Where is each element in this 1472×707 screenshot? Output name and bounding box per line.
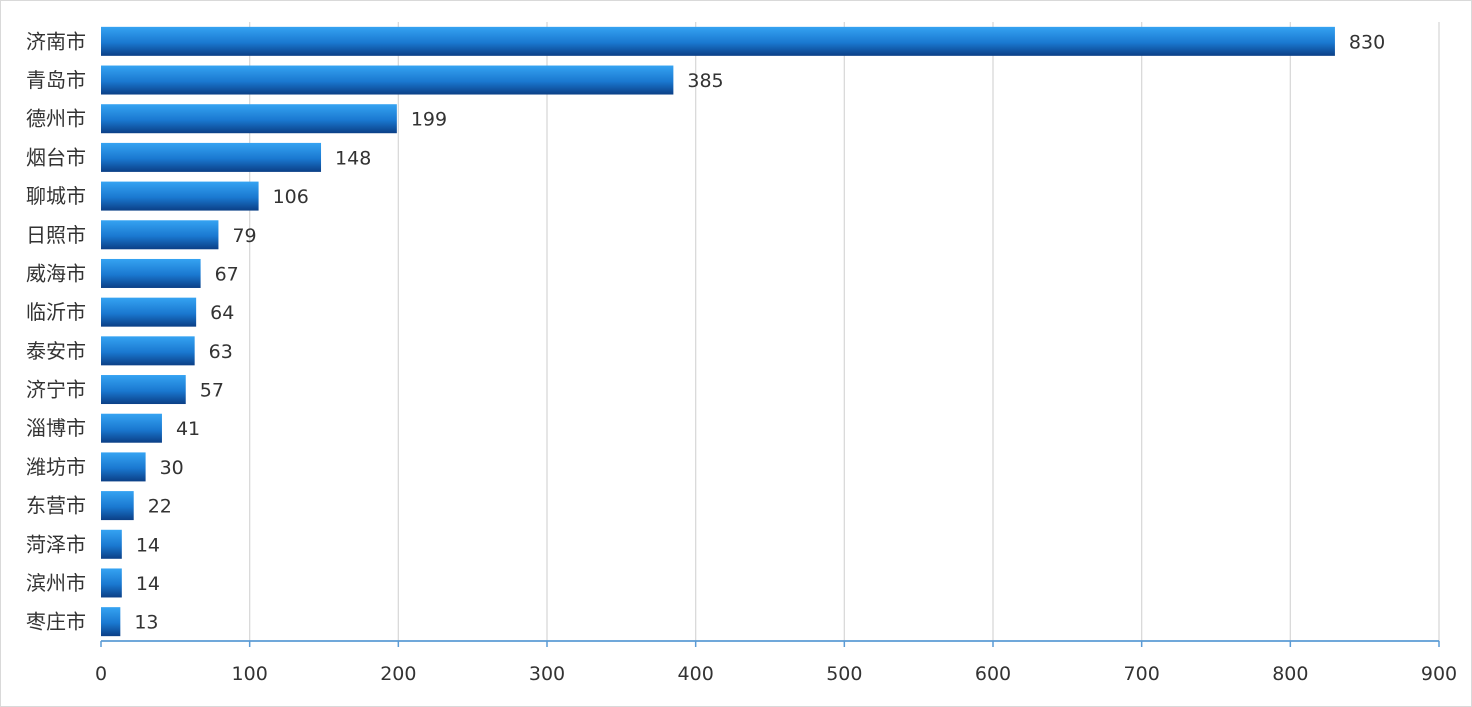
data-label: 67 [215,263,239,285]
bar [101,258,201,288]
x-tick-label: 100 [232,663,268,685]
data-label: 385 [687,70,723,92]
bar [101,568,122,598]
bar [101,220,219,250]
x-tick-label: 500 [826,663,862,685]
x-tick-label: 600 [975,663,1011,685]
bar [101,181,259,211]
category-label: 淄博市 [26,416,86,440]
category-label: 菏泽市 [26,532,86,556]
x-tick-label: 200 [380,663,416,685]
category-label: 枣庄市 [26,610,86,634]
category-label: 济宁市 [26,378,86,402]
x-tick-label: 400 [678,663,714,685]
category-label: 威海市 [26,261,86,285]
category-label: 烟台市 [26,145,86,169]
data-label: 79 [232,225,256,247]
bar [101,375,186,405]
x-tick-label: 900 [1421,663,1457,685]
data-label: 22 [148,496,172,518]
data-label: 148 [335,147,371,169]
data-label: 64 [210,302,234,324]
category-label: 滨州市 [26,571,86,595]
data-label: 830 [1349,31,1385,53]
category-label: 日照市 [26,223,86,247]
bar [101,452,146,482]
data-label: 14 [136,534,160,556]
category-label: 聊城市 [26,184,86,208]
bars [101,26,1335,637]
category-label: 青岛市 [26,68,86,92]
category-label: 临沂市 [26,300,86,324]
category-label: 济南市 [26,29,86,53]
data-label: 13 [134,612,158,634]
bar [101,336,195,366]
labels: 0 100 200 300 400 500 600 700 800 900 济南市 830 青岛市 385… [26,29,1457,685]
bar [101,65,674,95]
bar [101,26,1335,56]
x-tick-label: 700 [1124,663,1160,685]
bar [101,104,397,134]
category-label: 德州市 [26,107,86,131]
bar [101,297,197,327]
x-tick-label: 300 [529,663,565,685]
bar [101,529,122,559]
x-tick-label: 800 [1272,663,1308,685]
data-label: 199 [411,109,447,131]
data-label: 41 [176,418,200,440]
bar [101,413,162,443]
category-label: 东营市 [26,494,86,518]
bar [101,491,134,521]
bar [101,607,121,637]
data-label: 14 [136,573,160,595]
bar [101,142,322,172]
data-label: 57 [200,380,224,402]
data-label: 30 [160,457,184,479]
x-tick-label: 0 [95,663,107,685]
x-axis [100,640,1440,647]
category-label: 潍坊市 [26,455,86,479]
data-label: 63 [209,341,233,363]
category-label: 泰安市 [26,339,86,363]
data-label: 106 [273,186,309,208]
